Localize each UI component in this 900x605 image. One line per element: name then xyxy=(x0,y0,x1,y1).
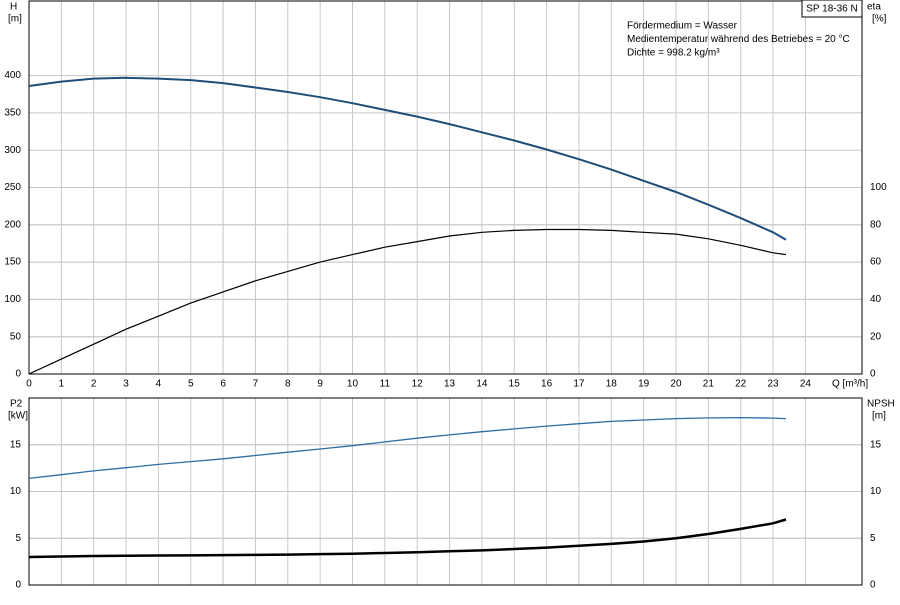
annotation: Medientemperatur während des Betriebes =… xyxy=(627,34,850,45)
x-tick-label: 24 xyxy=(800,379,812,390)
y2-axis-label: eta xyxy=(867,2,881,13)
y-tick-label: 0 xyxy=(15,580,21,591)
x-tick-label: 15 xyxy=(509,379,521,390)
y2-axis-unit: [m] xyxy=(872,411,886,422)
x-tick-label: 14 xyxy=(476,379,488,390)
y-axis-label: P2 xyxy=(10,399,23,410)
x-tick-label: 20 xyxy=(670,379,682,390)
x-tick-label: 6 xyxy=(220,379,226,390)
plot-frame xyxy=(28,0,863,375)
y-tick-label: 150 xyxy=(4,257,21,268)
x-tick-label: 11 xyxy=(380,379,391,390)
y-tick-label: 250 xyxy=(4,182,21,193)
curve xyxy=(28,228,787,375)
x-tick-label: 9 xyxy=(317,379,323,390)
x-tick-label: 19 xyxy=(638,379,650,390)
x-tick-label: 23 xyxy=(767,379,779,390)
x-tick-label: 5 xyxy=(188,379,194,390)
x-tick-label: 8 xyxy=(285,379,291,390)
y-tick-label: 200 xyxy=(4,219,21,230)
x-tick-label: 21 xyxy=(703,379,715,390)
x-tick-label: 18 xyxy=(606,379,618,390)
x-tick-label: 1 xyxy=(59,379,65,390)
x-tick-label: 0 xyxy=(26,379,32,390)
x-tick-label: 17 xyxy=(573,379,585,390)
x-tick-label: 13 xyxy=(444,379,456,390)
y-tick-label: 100 xyxy=(4,294,21,305)
title-box xyxy=(801,0,863,18)
chart-title: SP 18-36 N xyxy=(806,4,858,15)
curve xyxy=(28,416,787,480)
curve xyxy=(28,518,787,559)
y2-tick-label: 20 xyxy=(870,331,882,342)
y2-tick-label: 0 xyxy=(870,369,876,380)
y2-tick-label: 40 xyxy=(870,294,882,305)
x-tick-label: 12 xyxy=(412,379,424,390)
y2-tick-label: 0 xyxy=(870,580,876,591)
y-tick-label: 400 xyxy=(4,70,21,81)
y-tick-label: 0 xyxy=(15,369,21,380)
annotation: Fördermedium = Wasser xyxy=(627,21,738,32)
y2-tick-label: 100 xyxy=(870,182,887,193)
y2-tick-label: 15 xyxy=(870,439,882,450)
y-tick-label: 15 xyxy=(10,439,22,450)
y-tick-label: 5 xyxy=(15,533,21,544)
y2-tick-label: 5 xyxy=(870,533,876,544)
x-tick-label: 10 xyxy=(347,379,359,390)
y-tick-label: 300 xyxy=(4,145,21,156)
x-axis-label: Q [m³/h] xyxy=(832,379,868,390)
y2-tick-label: 60 xyxy=(870,257,882,268)
y-axis-unit: [m] xyxy=(8,14,22,25)
annotation: Dichte = 998.2 kg/m³ xyxy=(627,48,720,59)
x-tick-label: 7 xyxy=(253,379,259,390)
x-tick-label: 16 xyxy=(541,379,553,390)
y-tick-label: 10 xyxy=(10,486,22,497)
x-tick-label: 4 xyxy=(156,379,162,390)
y-axis-unit: [kW] xyxy=(8,411,28,422)
y2-tick-label: 80 xyxy=(870,219,882,230)
x-tick-label: 22 xyxy=(735,379,747,390)
y2-axis-unit: [%] xyxy=(872,14,887,25)
plot-frame xyxy=(28,397,863,586)
y-tick-label: 350 xyxy=(4,108,21,119)
y-tick-label: 50 xyxy=(10,331,22,342)
curve xyxy=(28,76,787,241)
x-tick-label: 3 xyxy=(123,379,129,390)
y2-tick-label: 10 xyxy=(870,486,882,497)
y2-axis-label: NPSH xyxy=(867,399,895,410)
x-tick-label: 2 xyxy=(91,379,97,390)
y-axis-label: H xyxy=(10,2,17,13)
